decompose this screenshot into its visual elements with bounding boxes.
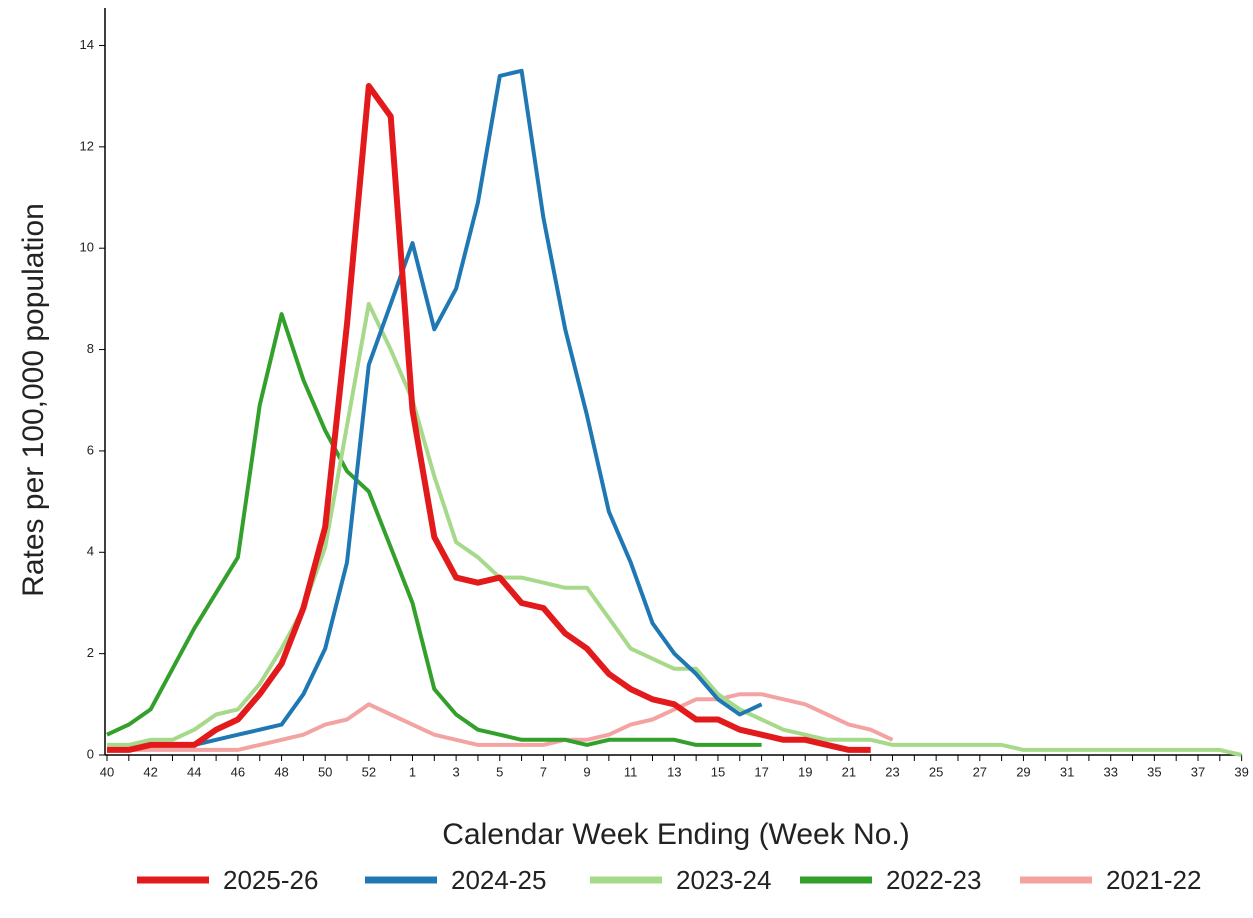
x-tick-label: 13: [667, 764, 681, 779]
legend-label: 2024-25: [451, 865, 546, 895]
y-tick-label: 14: [80, 37, 94, 52]
x-axis-title: Calendar Week Ending (Week No.): [442, 818, 909, 851]
x-tick-label: 29: [1016, 764, 1030, 779]
x-tick-label: 40: [100, 764, 114, 779]
y-tick-label: 10: [80, 240, 94, 255]
x-tick-label: 46: [231, 764, 245, 779]
x-tick-label: 21: [842, 764, 856, 779]
series-line: [107, 301, 1243, 757]
x-tick-label: 15: [711, 764, 725, 779]
x-tick-label: 37: [1191, 764, 1205, 779]
y-tick-label: 4: [87, 544, 94, 559]
y-tick-label: 2: [87, 645, 94, 660]
y-axis-title: Rates per 100,000 population: [17, 203, 50, 597]
x-tick-label: 27: [973, 764, 987, 779]
x-tick-label: 31: [1060, 764, 1074, 779]
series-line: [106, 312, 762, 747]
series-line: [107, 692, 894, 752]
y-tick-label: 12: [80, 138, 94, 153]
x-tick-label: 25: [929, 764, 943, 779]
series-line: [107, 83, 871, 753]
y-tick-label: 6: [87, 442, 94, 457]
x-tick-label: 5: [496, 764, 503, 779]
x-tick-label: 33: [1103, 764, 1117, 779]
x-tick-label: 11: [624, 764, 638, 779]
x-tick-label: 52: [362, 764, 376, 779]
legend-label: 2025-26: [223, 865, 318, 895]
y-tick-label: 8: [87, 341, 94, 356]
x-tick-label: 50: [318, 764, 332, 779]
legend-label: 2023-24: [676, 865, 771, 895]
x-tick-label: 23: [885, 764, 899, 779]
x-tick-label: 3: [453, 764, 460, 779]
x-tick-label: 9: [583, 764, 590, 779]
x-tick-label: 44: [187, 764, 201, 779]
series-line: [107, 68, 763, 752]
x-tick-label: 17: [754, 764, 768, 779]
x-tick-label: 19: [798, 764, 812, 779]
x-tick-label: 35: [1147, 764, 1161, 779]
legend-label: 2022-23: [886, 865, 981, 895]
x-tick-label: 48: [274, 764, 288, 779]
x-tick-label: 1: [409, 764, 416, 779]
x-tick-label: 39: [1234, 764, 1248, 779]
x-tick-label: 7: [540, 764, 547, 779]
y-tick-label: 0: [87, 746, 94, 761]
x-tick-label: 42: [143, 764, 157, 779]
legend-label: 2021-22: [1106, 865, 1201, 895]
